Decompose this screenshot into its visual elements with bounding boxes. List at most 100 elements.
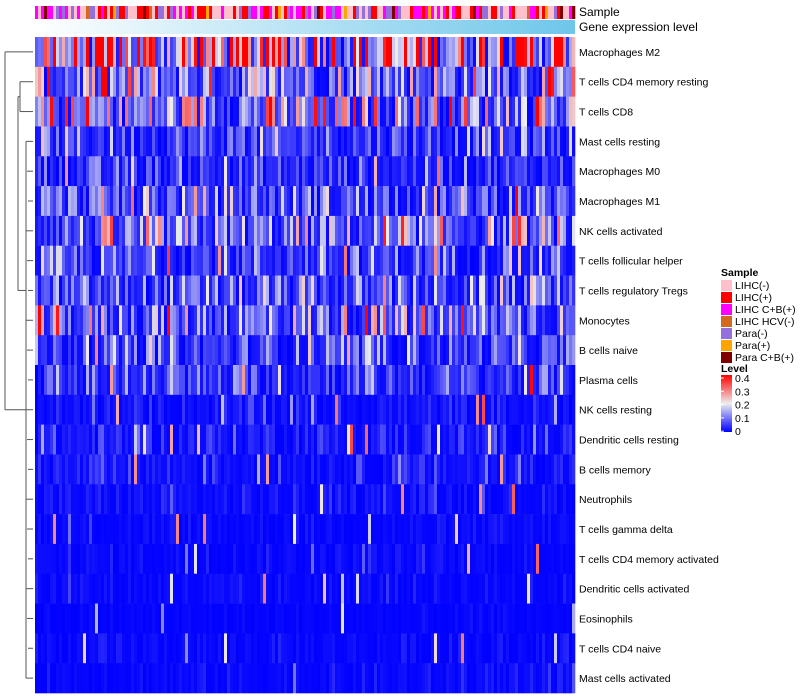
heatmap-cell xyxy=(473,305,477,336)
heatmap-cell xyxy=(185,245,189,276)
heatmap-cell xyxy=(278,275,282,306)
heatmap-cell xyxy=(356,603,360,634)
heatmap-cell xyxy=(467,335,471,366)
heatmap-cell xyxy=(458,633,462,664)
heatmap-cell xyxy=(527,514,531,545)
heatmap-cell xyxy=(419,543,423,575)
heatmap-cell xyxy=(218,663,222,694)
heatmap-cell xyxy=(491,186,495,217)
heatmap-cell xyxy=(299,514,303,545)
heatmap-cell xyxy=(341,394,345,425)
heatmap-cell xyxy=(488,335,492,366)
heatmap-cell xyxy=(164,454,168,485)
heatmap-cell xyxy=(521,215,525,247)
heatmap-cell xyxy=(353,305,357,336)
heatmap-cell xyxy=(74,394,78,425)
heatmap-cell xyxy=(413,305,417,336)
heatmap-cell xyxy=(545,424,549,455)
heatmap-cell xyxy=(203,37,207,68)
heatmap-cell xyxy=(458,335,462,366)
heatmap-cell xyxy=(563,335,567,366)
heatmap-cell xyxy=(143,394,147,425)
heatmap-cell xyxy=(341,365,345,396)
heatmap-cell xyxy=(50,275,54,306)
heatmap-cell xyxy=(272,633,276,664)
heatmap-cell xyxy=(533,37,537,68)
heatmap-cell xyxy=(221,603,225,634)
heatmap-cell xyxy=(83,514,87,545)
heatmap-cell xyxy=(431,454,435,485)
heatmap-cell xyxy=(290,245,294,276)
heatmap-cell xyxy=(152,394,156,425)
heatmap-cell xyxy=(413,156,417,187)
heatmap-cell xyxy=(461,126,465,157)
heatmap-cell xyxy=(404,454,408,485)
heatmap-cell xyxy=(41,96,45,127)
heatmap-cell xyxy=(188,573,192,604)
heatmap-cell xyxy=(461,573,465,604)
heatmap-cell xyxy=(494,335,498,366)
heatmap-cell xyxy=(140,365,144,396)
heatmap-cell xyxy=(377,514,381,545)
heatmap-cell xyxy=(461,305,465,336)
heatmap-cell xyxy=(455,514,459,545)
heatmap-cell xyxy=(314,663,318,694)
heatmap-cell xyxy=(470,514,474,545)
heatmap-cell xyxy=(524,215,528,247)
heatmap-cell xyxy=(302,454,306,485)
heatmap-cell xyxy=(482,335,486,366)
heatmap-cell xyxy=(416,245,420,276)
heatmap-cell xyxy=(188,454,192,485)
heatmap-cell xyxy=(566,603,570,634)
heatmap-cell xyxy=(515,663,519,694)
heatmap-cell xyxy=(41,66,45,97)
heatmap-cell xyxy=(431,394,435,425)
heatmap-cell xyxy=(44,335,48,366)
heatmap-cell xyxy=(137,215,141,247)
heatmap-cell xyxy=(200,514,204,545)
heatmap-cell xyxy=(86,573,90,604)
heatmap-cell xyxy=(44,215,48,247)
heatmap-cell xyxy=(161,186,165,217)
heatmap-cell xyxy=(488,96,492,127)
heatmap-cell xyxy=(395,543,399,575)
heatmap-cell xyxy=(464,305,468,336)
heatmap-cell xyxy=(557,633,561,664)
heatmap-cell xyxy=(95,573,99,604)
heatmap-cell xyxy=(365,37,369,68)
heatmap-cell xyxy=(494,305,498,336)
heatmap-cell xyxy=(530,126,534,157)
heatmap-cell xyxy=(296,335,300,366)
heatmap-cell xyxy=(56,156,60,187)
heatmap-cell xyxy=(422,365,426,396)
heatmap-cell xyxy=(53,126,57,157)
heatmap-cell xyxy=(158,633,162,664)
heatmap-cell xyxy=(572,96,576,127)
heatmap-cell xyxy=(542,454,546,485)
heatmap-cell xyxy=(524,633,528,664)
heatmap-cell xyxy=(539,543,543,575)
heatmap-cell xyxy=(392,156,396,187)
heatmap-cell xyxy=(416,573,420,604)
heatmap-cell xyxy=(251,365,255,396)
sample-cell xyxy=(137,6,141,19)
heatmap-cell xyxy=(473,663,477,694)
heatmap-cell xyxy=(101,573,105,604)
heatmap-cell xyxy=(254,663,258,694)
heatmap-cell xyxy=(197,186,201,217)
heatmap-cell xyxy=(473,484,477,515)
heatmap-cell xyxy=(566,424,570,455)
heatmap-cell xyxy=(41,305,45,336)
heatmap-cell xyxy=(173,514,177,545)
heatmap-cell xyxy=(299,454,303,485)
heatmap-cell xyxy=(41,394,45,425)
heatmap-cell xyxy=(248,96,252,127)
heatmap-cell xyxy=(296,633,300,664)
heatmap-cell xyxy=(179,573,183,604)
heatmap-cell xyxy=(293,484,297,515)
heatmap-cell xyxy=(320,543,324,575)
heatmap-cell xyxy=(38,543,42,575)
heatmap-cell xyxy=(227,514,231,545)
heatmap-cell xyxy=(341,156,345,187)
heatmap-cell xyxy=(404,603,408,634)
